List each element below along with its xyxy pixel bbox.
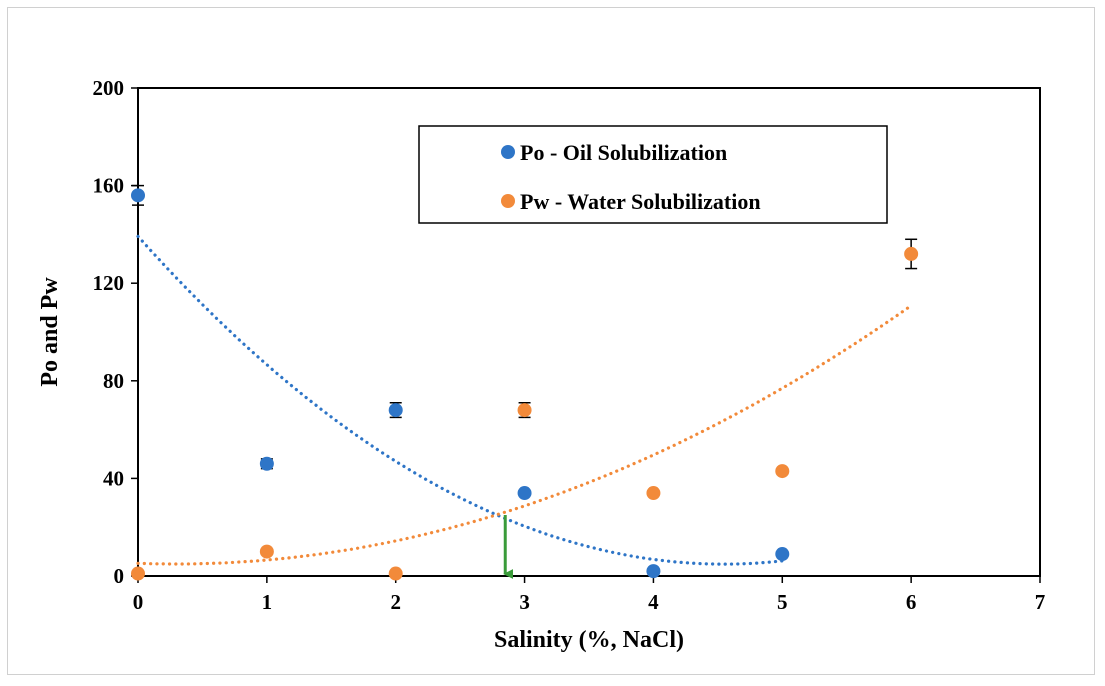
point-pw	[259, 544, 274, 559]
y-tick-label: 160	[93, 174, 125, 198]
legend-box	[418, 125, 888, 224]
chart-frame: 0 40 80 120 160 200 0 1 2 3 4 5 6 7 Salinity (%, NaC…	[7, 7, 1095, 675]
y-tick-label: 80	[103, 369, 124, 393]
legend: Po - Oil Solubilization Pw - Water Solub…	[418, 125, 888, 224]
y-axis-label: Po and Pw	[37, 277, 63, 387]
point-po	[259, 456, 274, 471]
legend-marker-pw	[501, 194, 515, 208]
trendlines	[136, 234, 913, 566]
trendline-po	[136, 234, 784, 566]
y-axis: 0 40 80 120 160 200	[93, 76, 138, 588]
x-axis: 0 1 2 3 4 5 6 7	[133, 576, 1046, 614]
x-tick-label: 7	[1035, 590, 1046, 614]
point-pw	[131, 566, 145, 581]
x-tick-label: 2	[390, 590, 401, 614]
point-po	[646, 564, 661, 579]
plot-area	[137, 87, 1041, 577]
legend-label-po: Po - Oil Solubilization	[520, 140, 727, 165]
x-tick-label: 1	[262, 590, 273, 614]
y-tick-label: 0	[114, 564, 125, 588]
point-po	[775, 547, 790, 562]
legend-marker-po	[501, 145, 515, 159]
trendline-pw	[136, 304, 913, 566]
point-pw	[775, 464, 790, 479]
x-tick-label: 3	[519, 590, 530, 614]
x-tick-label: 4	[648, 590, 659, 614]
point-pw	[517, 403, 532, 418]
x-axis-label: Salinity (%, NaCl)	[494, 627, 684, 653]
error-bars	[132, 184, 918, 475]
x-tick-label: 6	[906, 590, 917, 614]
point-pw	[388, 566, 403, 581]
point-po	[131, 188, 145, 203]
x-tick-label: 5	[777, 590, 788, 614]
x-tick-label: 0	[133, 590, 144, 614]
y-tick-label: 200	[93, 76, 125, 100]
point-po	[517, 486, 532, 501]
point-po	[388, 403, 403, 418]
point-pw	[646, 486, 661, 501]
data-points	[131, 188, 919, 581]
legend-label-pw: Pw - Water Solubilization	[520, 189, 761, 214]
y-tick-label: 120	[93, 271, 125, 295]
y-tick-label: 40	[103, 466, 124, 490]
chart-svg: 0 40 80 120 160 200 0 1 2 3 4 5 6 7 Salinity (%, NaC…	[37, 76, 1046, 653]
point-pw	[904, 246, 919, 261]
